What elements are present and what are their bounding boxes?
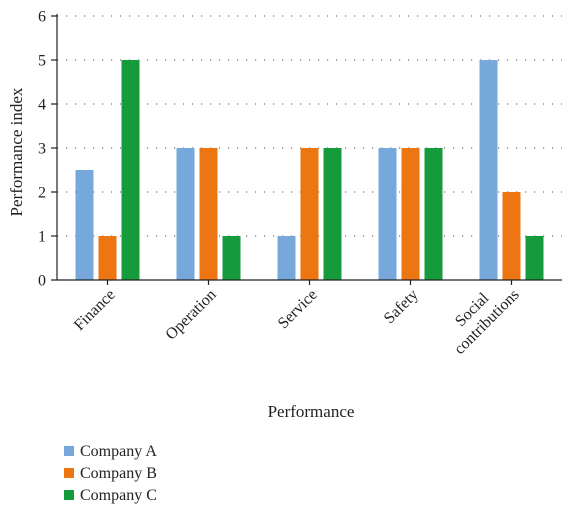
bar bbox=[525, 236, 544, 280]
x-tick-label: Socialcontributions bbox=[438, 273, 523, 358]
legend-swatch bbox=[64, 468, 74, 478]
x-tick-label: Safety bbox=[381, 286, 422, 327]
legend-swatch bbox=[64, 446, 74, 456]
legend: Company A Company B Company C bbox=[64, 443, 157, 504]
y-tick-label: 2 bbox=[38, 185, 46, 202]
y-tick-label: 0 bbox=[38, 273, 46, 290]
y-tick-label: 3 bbox=[38, 141, 46, 158]
x-tick-label: Operation bbox=[162, 286, 219, 343]
bar bbox=[401, 148, 420, 280]
bar bbox=[199, 148, 218, 280]
x-tick-label: Finance bbox=[71, 286, 119, 334]
x-tick-label: Service bbox=[275, 286, 321, 332]
x-axis-title: Performance bbox=[268, 402, 355, 421]
bar bbox=[502, 192, 521, 280]
bar bbox=[277, 236, 296, 280]
y-axis-ticks: 0 1 2 3 4 5 6 bbox=[38, 9, 57, 290]
bar bbox=[479, 60, 498, 280]
bar bbox=[98, 236, 117, 280]
bar bbox=[378, 148, 397, 280]
bars bbox=[75, 60, 544, 280]
y-tick-label: 5 bbox=[38, 53, 46, 70]
bar bbox=[75, 170, 94, 280]
legend-label: Company C bbox=[80, 487, 157, 504]
bar bbox=[300, 148, 319, 280]
legend-label: Company B bbox=[80, 465, 157, 482]
legend-label: Company A bbox=[80, 443, 157, 460]
y-axis-title: Performance index bbox=[7, 87, 26, 216]
bar bbox=[176, 148, 195, 280]
bar bbox=[121, 60, 140, 280]
y-tick-label: 1 bbox=[38, 229, 46, 246]
bar bbox=[424, 148, 443, 280]
bar bbox=[323, 148, 342, 280]
y-tick-label: 4 bbox=[38, 97, 46, 114]
legend-swatch bbox=[64, 490, 74, 500]
bar bbox=[222, 236, 241, 280]
x-axis-ticks: Finance Operation Service Safety Socialcontr… bbox=[71, 273, 523, 358]
y-tick-label: 6 bbox=[38, 9, 46, 26]
